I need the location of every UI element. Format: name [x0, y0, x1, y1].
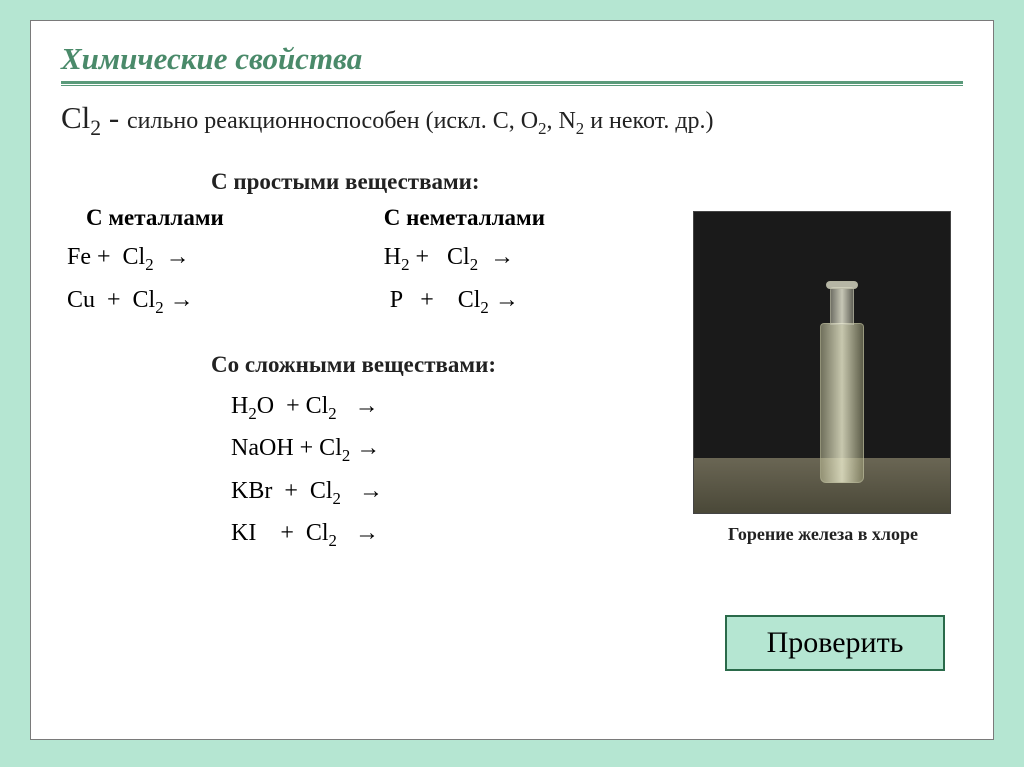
metals-head: С металлами	[86, 205, 224, 231]
metal-eqn-2: Cu + Cl2 →	[61, 280, 224, 322]
section-simple-head: С простыми веществами:	[211, 169, 963, 195]
flask-lip	[826, 281, 858, 289]
photo-caption: Горение железа в хлоре	[693, 524, 953, 545]
slide-title: Химические свойства	[61, 41, 963, 81]
slide-container: Химические свойства Cl2 - сильно реакцио…	[30, 20, 994, 740]
intro-line: Cl2 - сильно реакционноспособен (искл. С…	[61, 100, 963, 141]
metals-column: С металлами Fe + Cl2 → Cu + Cl2 →	[61, 205, 224, 322]
flask-neck	[830, 287, 854, 325]
experiment-photo	[693, 211, 951, 514]
check-button[interactable]: Проверить	[725, 615, 945, 671]
nonmetal-eqn-2: P + Cl2 →	[384, 280, 545, 322]
photo-flask	[812, 273, 872, 483]
title-block: Химические свойства	[61, 41, 963, 86]
photo-block: Горение железа в хлоре	[693, 211, 953, 545]
nonmetals-head: С неметаллами	[384, 205, 545, 231]
intro-formula: Cl2	[61, 100, 101, 135]
nonmetals-column: С неметаллами H2 + Cl2 → P + Cl2 →	[384, 205, 545, 322]
title-underline	[61, 81, 963, 86]
intro-dash: -	[101, 100, 127, 135]
nonmetal-eqn-1: H2 + Cl2 →	[384, 237, 545, 279]
intro-text: сильно реакционноспособен (искл. С, О2, …	[127, 108, 714, 134]
flask-body	[820, 323, 864, 483]
metal-eqn-1: Fe + Cl2 →	[61, 237, 224, 279]
